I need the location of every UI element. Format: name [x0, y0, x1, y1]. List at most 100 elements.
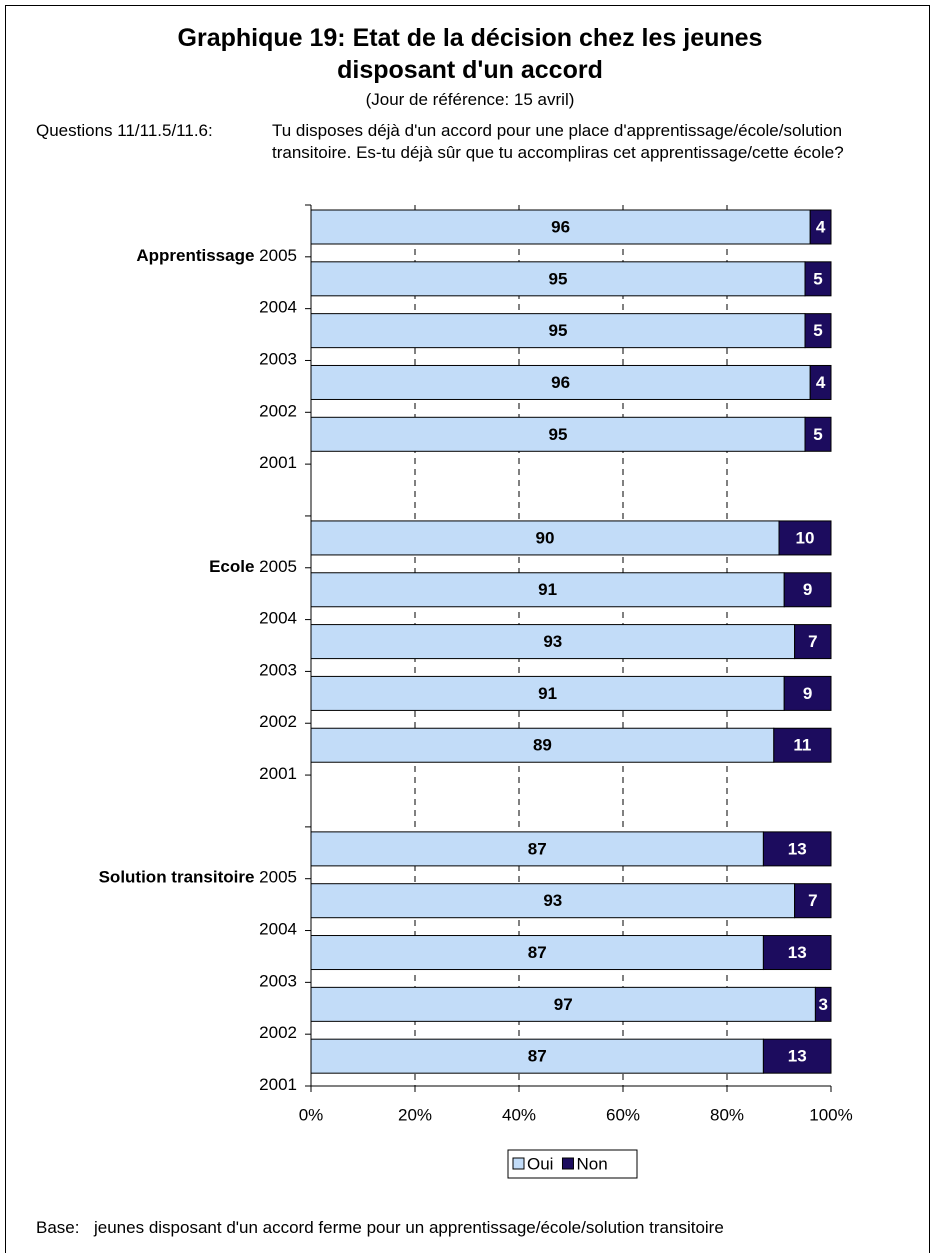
chart-subtitle: (Jour de référence: 15 avril): [365, 90, 575, 109]
x-tick-label: 60%: [606, 1105, 640, 1124]
value-label: 13: [788, 943, 807, 962]
value-label: 4: [816, 217, 826, 236]
footnote: jeunes disposant d'un accord ferme pour …: [94, 1218, 724, 1237]
bar-segment: [783, 572, 832, 608]
chart-title-text: Graphique 19: Etat de la décision chez l…: [177, 24, 763, 84]
year-label: 2001: [259, 1075, 297, 1094]
year-label: 2005: [259, 246, 297, 265]
question-label: Questions 11/11.5/11.6:: [36, 121, 213, 140]
legend-swatch: [561, 1157, 574, 1170]
y-tick-label: Ecole 2005: [209, 557, 297, 576]
bar-segment: [310, 624, 796, 660]
value-label: 93: [543, 632, 562, 651]
legend-label: Non: [576, 1154, 607, 1173]
year-label: 2003: [259, 350, 297, 369]
bar-segment: [804, 313, 832, 349]
value-label: 10: [796, 528, 815, 547]
value-label: 95: [549, 321, 568, 340]
value-label: 97: [554, 995, 573, 1014]
bar-segment: [814, 986, 832, 1022]
value-label: 96: [551, 373, 570, 392]
value-label: 9: [803, 684, 812, 703]
bar-segment: [809, 209, 832, 245]
value-label: 5: [813, 425, 822, 444]
bar-segment: [783, 675, 832, 711]
year-label: 2001: [259, 454, 297, 473]
y-tick-label: 2001: [259, 1075, 297, 1094]
value-label: 4: [816, 373, 826, 392]
value-label: 7: [808, 891, 817, 910]
value-label: 93: [543, 891, 562, 910]
value-label: 9: [803, 580, 812, 599]
year-label: 2004: [259, 609, 297, 628]
bar-segment: [762, 831, 832, 867]
bar-segment: [794, 883, 832, 919]
value-label: 91: [538, 580, 557, 599]
y-tick-label: 2002: [259, 713, 297, 732]
y-tick-label: 2003: [259, 972, 297, 991]
bar-segment: [310, 675, 785, 711]
legend-swatch: [512, 1157, 525, 1170]
bar-segment: [809, 364, 832, 400]
x-tick-label: 20%: [398, 1105, 432, 1124]
bar-segment: [310, 416, 806, 452]
value-label: 96: [551, 217, 570, 236]
y-tick-label: 2002: [259, 402, 297, 421]
y-tick-label: 2004: [259, 298, 297, 317]
value-label: 5: [813, 321, 822, 340]
bar-segment: [310, 313, 806, 349]
value-label: 3: [818, 995, 827, 1014]
year-label: 2004: [259, 920, 297, 939]
bar-segment: [804, 416, 832, 452]
y-tick-label: 2003: [259, 661, 297, 680]
bar-segment: [310, 831, 764, 867]
value-label: 95: [549, 269, 568, 288]
year-label: 2004: [259, 298, 297, 317]
bar-segment: [310, 727, 775, 763]
bar-segment: [794, 624, 832, 660]
x-tick-label: 0%: [299, 1105, 324, 1124]
year-label: 2003: [259, 661, 297, 680]
value-label: 11: [793, 736, 811, 755]
x-tick-label: 100%: [809, 1105, 852, 1124]
value-label: 90: [536, 528, 555, 547]
year-label: 2002: [259, 1024, 297, 1043]
bar-segment: [310, 935, 764, 971]
value-label: 87: [528, 839, 547, 858]
value-label: 5: [813, 269, 822, 288]
value-label: 87: [528, 1047, 547, 1066]
bar-segment: [310, 883, 796, 919]
y-tick-label: 2004: [259, 920, 297, 939]
value-label: 13: [788, 839, 807, 858]
legend-box: [507, 1149, 638, 1179]
value-label: 87: [528, 943, 547, 962]
question: Tu disposes déjà d'un accord pour une pl…: [272, 121, 844, 162]
group-label: Apprentissage: [136, 246, 254, 265]
value-label: 91: [538, 684, 557, 703]
y-tick-label: Apprentissage 2005: [136, 246, 297, 265]
y-tick-label: 2002: [259, 1024, 297, 1043]
value-label: 95: [549, 425, 568, 444]
group-label: Ecole: [209, 557, 254, 576]
frame: [5, 5, 930, 1253]
y-tick-label: 2003: [259, 350, 297, 369]
y-tick-label: 2001: [259, 454, 297, 473]
y-tick-label: 2001: [259, 765, 297, 784]
footnote-label: Base:: [36, 1218, 80, 1237]
bar-segment: [762, 935, 832, 971]
value-label: 13: [788, 1047, 807, 1066]
bar-segment: [310, 520, 780, 556]
group-label: Solution transitoire: [99, 868, 255, 887]
y-tick-label: Solution transitoire 2005: [99, 868, 297, 887]
bar-segment: [773, 727, 832, 763]
x-tick-label: 40%: [502, 1105, 536, 1124]
bar-segment: [310, 1038, 764, 1074]
bar-segment: [310, 261, 806, 297]
chart-title: Graphique 19: Etat de la décision chez l…: [120, 22, 820, 86]
year-label: 2003: [259, 972, 297, 991]
value-label: 89: [533, 736, 552, 755]
year-label: 2005: [259, 557, 297, 576]
year-label: 2001: [259, 765, 297, 784]
